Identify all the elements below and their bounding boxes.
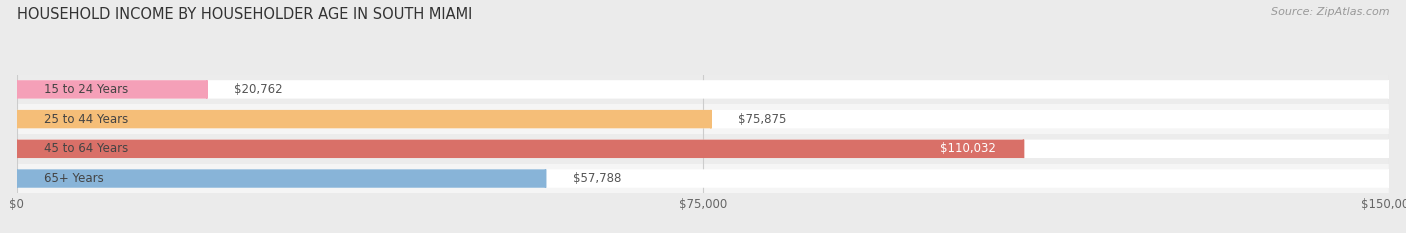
Text: $75,875: $75,875 — [738, 113, 787, 126]
Bar — [17, 164, 1389, 193]
FancyBboxPatch shape — [17, 169, 1389, 188]
Text: $57,788: $57,788 — [574, 172, 621, 185]
Bar — [17, 104, 1389, 134]
Bar — [17, 75, 1389, 104]
Text: HOUSEHOLD INCOME BY HOUSEHOLDER AGE IN SOUTH MIAMI: HOUSEHOLD INCOME BY HOUSEHOLDER AGE IN S… — [17, 7, 472, 22]
FancyBboxPatch shape — [17, 80, 207, 99]
FancyBboxPatch shape — [17, 110, 711, 128]
FancyBboxPatch shape — [17, 169, 546, 188]
Text: 25 to 44 Years: 25 to 44 Years — [45, 113, 128, 126]
Bar — [17, 134, 1389, 164]
FancyBboxPatch shape — [17, 140, 1389, 158]
Text: $110,032: $110,032 — [941, 142, 995, 155]
Text: $20,762: $20,762 — [235, 83, 283, 96]
FancyBboxPatch shape — [17, 140, 1024, 158]
Text: 65+ Years: 65+ Years — [45, 172, 104, 185]
Text: 15 to 24 Years: 15 to 24 Years — [45, 83, 128, 96]
Text: 45 to 64 Years: 45 to 64 Years — [45, 142, 128, 155]
Text: Source: ZipAtlas.com: Source: ZipAtlas.com — [1271, 7, 1389, 17]
FancyBboxPatch shape — [17, 80, 1389, 99]
FancyBboxPatch shape — [17, 110, 1389, 128]
